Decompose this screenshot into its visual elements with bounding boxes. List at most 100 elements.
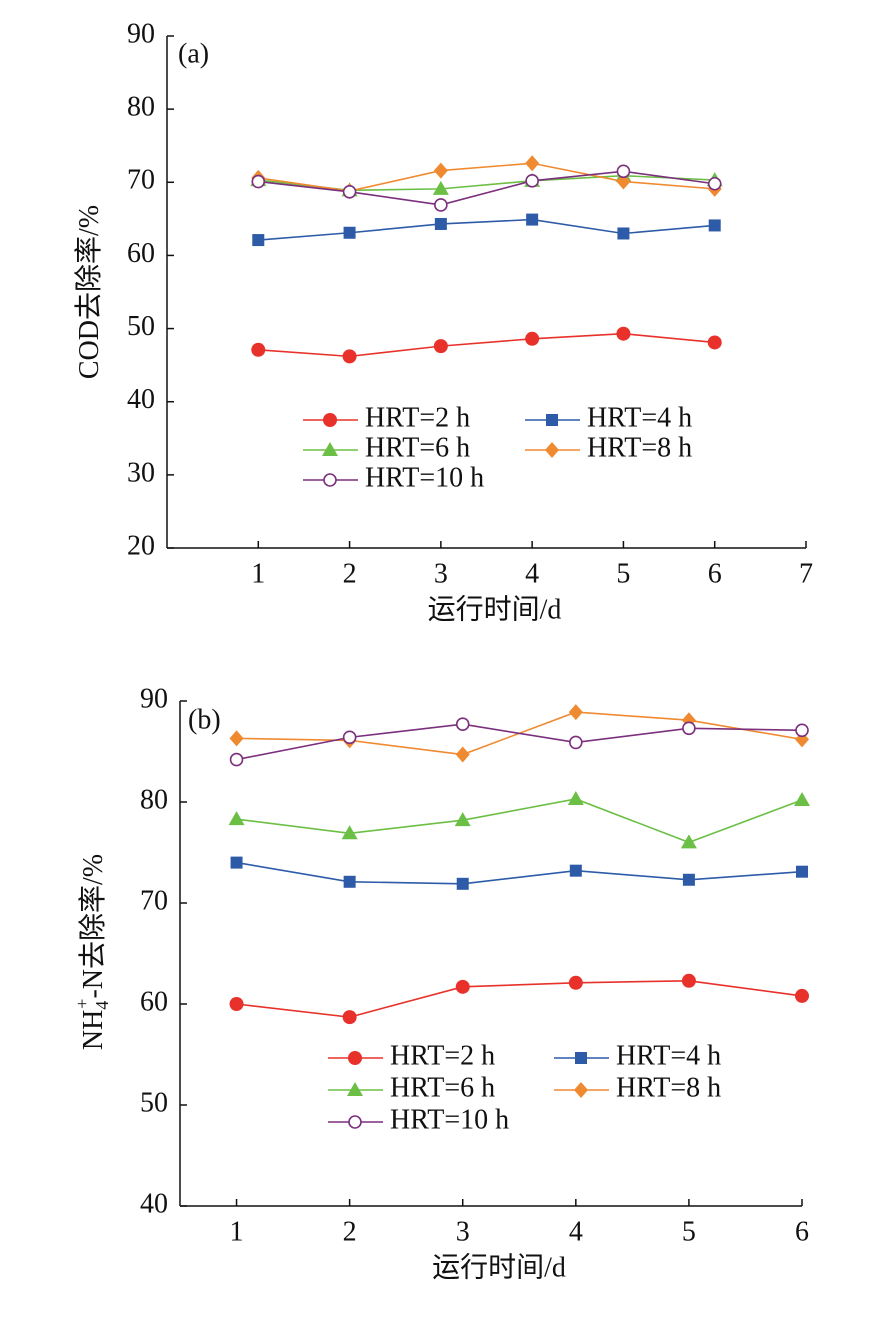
legend-marker bbox=[545, 442, 559, 458]
legend-marker bbox=[323, 413, 337, 427]
y-tick-label: 70 bbox=[127, 165, 155, 196]
marker bbox=[569, 735, 583, 750]
legend-label: HRT=10 h bbox=[365, 462, 484, 493]
x-tick-label: 6 bbox=[708, 558, 722, 589]
series-line bbox=[236, 723, 803, 761]
marker bbox=[229, 997, 244, 1011]
y-tick-label: 90 bbox=[127, 18, 155, 49]
legend-label: HRT=4 h bbox=[587, 402, 692, 433]
y-axis-label-part: + bbox=[72, 999, 92, 1009]
x-tick-label: 4 bbox=[525, 558, 539, 589]
marker bbox=[616, 173, 631, 190]
y-tick-label: 30 bbox=[127, 457, 155, 488]
legend-label: HRT=4 h bbox=[616, 1040, 721, 1071]
legend-label: HRT=2 h bbox=[365, 402, 470, 433]
y-tick-label: 90 bbox=[140, 683, 168, 714]
y-axis-label: NH4+-N去除率/% bbox=[72, 854, 112, 1050]
marker bbox=[680, 834, 697, 849]
marker bbox=[230, 856, 243, 869]
marker bbox=[525, 331, 540, 346]
x-tick-label: 2 bbox=[343, 1216, 357, 1247]
legend-marker bbox=[323, 473, 337, 487]
x-tick-label: 1 bbox=[230, 1216, 244, 1247]
y-tick-label: 70 bbox=[140, 885, 168, 916]
marker bbox=[228, 811, 245, 826]
marker bbox=[526, 213, 539, 226]
marker bbox=[708, 219, 721, 232]
legend-marker bbox=[546, 414, 558, 426]
marker bbox=[343, 226, 356, 239]
marker bbox=[569, 864, 582, 877]
y-tick-label: 50 bbox=[140, 1087, 168, 1118]
series-line bbox=[258, 170, 715, 206]
y-tick-label: 20 bbox=[127, 530, 155, 561]
legend-label: HRT=6 h bbox=[365, 432, 470, 463]
marker bbox=[455, 979, 470, 994]
legend-label: HRT=6 h bbox=[390, 1072, 495, 1103]
marker bbox=[681, 973, 696, 988]
marker bbox=[341, 825, 358, 840]
series-line bbox=[236, 861, 803, 885]
legend-marker bbox=[348, 1051, 362, 1065]
legend-marker bbox=[348, 1115, 362, 1129]
marker bbox=[794, 791, 810, 806]
marker bbox=[433, 339, 448, 354]
y-axis-label-part: 4 bbox=[92, 1001, 112, 1010]
y-tick-label: 80 bbox=[140, 784, 168, 815]
legend-label: HRT=8 h bbox=[587, 432, 692, 463]
marker bbox=[795, 723, 809, 738]
marker bbox=[455, 746, 470, 763]
legend-marker bbox=[322, 442, 338, 456]
marker bbox=[342, 730, 357, 745]
y-axis-label-part: NH bbox=[78, 1010, 109, 1050]
y-tick-label: 40 bbox=[140, 1188, 168, 1219]
marker bbox=[343, 875, 356, 888]
legend-label: HRT=10 h bbox=[390, 1104, 509, 1135]
marker bbox=[525, 155, 540, 172]
series-line bbox=[236, 979, 803, 1018]
legend-marker bbox=[347, 1082, 363, 1096]
series-line bbox=[236, 798, 803, 844]
marker bbox=[707, 335, 722, 350]
marker bbox=[617, 227, 630, 240]
y-tick-label: 80 bbox=[127, 92, 155, 123]
y-tick-label: 60 bbox=[140, 986, 168, 1017]
marker bbox=[229, 752, 244, 767]
marker bbox=[455, 717, 470, 732]
x-tick-label: 5 bbox=[616, 558, 630, 589]
marker bbox=[796, 865, 808, 878]
marker bbox=[454, 812, 471, 827]
legend-marker bbox=[575, 1052, 587, 1064]
marker bbox=[568, 704, 583, 721]
y-axis-label-part: COD去除率/% bbox=[73, 205, 105, 379]
marker bbox=[456, 877, 469, 890]
marker bbox=[251, 342, 266, 357]
y-tick-label: 60 bbox=[127, 238, 155, 269]
x-tick-label: 5 bbox=[682, 1216, 696, 1247]
marker bbox=[342, 349, 357, 364]
marker bbox=[525, 174, 539, 188]
series-line bbox=[258, 162, 715, 192]
marker bbox=[252, 234, 265, 247]
marker bbox=[616, 164, 631, 179]
marker bbox=[568, 975, 583, 990]
marker bbox=[342, 184, 357, 199]
x-tick-label: 4 bbox=[569, 1216, 583, 1247]
x-tick-label: 6 bbox=[795, 1216, 809, 1247]
marker bbox=[682, 873, 695, 886]
y-axis-label-part: -N去除率/% bbox=[77, 854, 109, 999]
x-tick-label: 3 bbox=[456, 1216, 470, 1247]
marker bbox=[229, 730, 244, 747]
marker bbox=[432, 180, 449, 195]
series-line bbox=[258, 218, 715, 241]
y-tick-label: 50 bbox=[127, 311, 155, 342]
marker bbox=[707, 176, 722, 191]
marker bbox=[795, 988, 809, 1003]
x-tick-label: 7 bbox=[799, 558, 813, 589]
marker bbox=[251, 174, 266, 189]
x-tick-label: 2 bbox=[343, 558, 357, 589]
marker bbox=[433, 162, 448, 179]
y-tick-label: 40 bbox=[127, 384, 155, 415]
marker bbox=[434, 217, 447, 230]
